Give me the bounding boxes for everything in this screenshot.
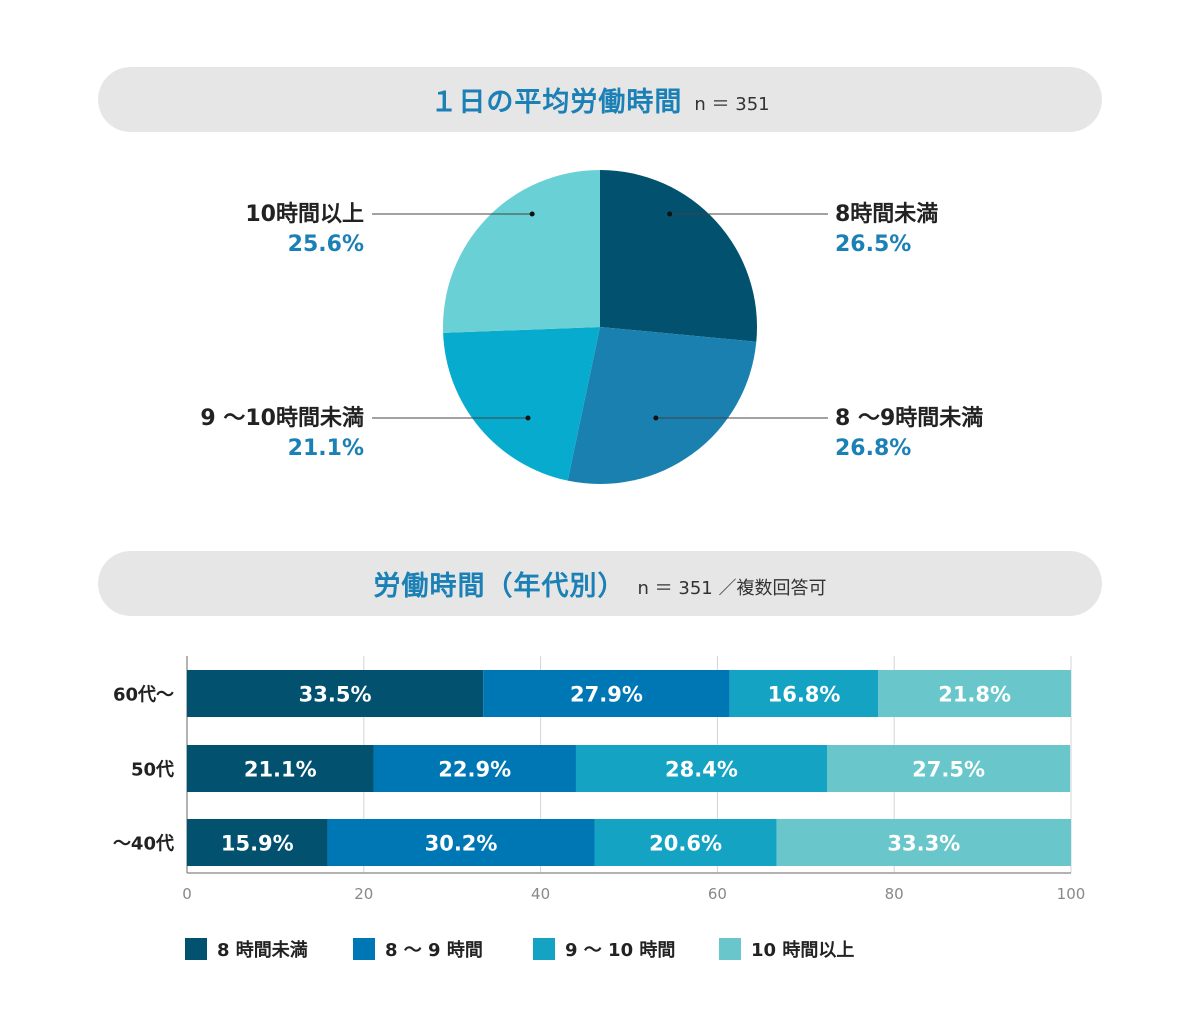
bar-legend: 8 時間未満 8 ～ 9 時間 9 ～ 10 時間 10 時間以上 <box>185 936 854 962</box>
pie-slice-9-10h <box>443 327 600 481</box>
pie-label-percent: 26.5% <box>835 232 912 257</box>
bar-chart-sample-size: n ＝ 351 ／複数回答可 <box>637 577 827 599</box>
x-tick-label: 80 <box>885 885 904 903</box>
category-label: ～40代 <box>113 834 174 855</box>
pie-label-8-9h: 8 ～9時間未満 26.8% <box>835 404 983 464</box>
bar-value-label: 30.2% <box>425 832 498 856</box>
pie-slice-under-8h <box>600 170 757 342</box>
pie-label-name: 10時間以上 <box>245 202 364 227</box>
legend-item-8-9h: 8 ～ 9 時間 <box>353 936 533 962</box>
pie-label-name: 8時間未満 <box>835 202 939 227</box>
bar-value-label: 20.6% <box>649 832 722 856</box>
pie-label-percent: 21.1% <box>287 436 364 461</box>
stacked-bar-chart: 0 20 40 60 80 100 60代～ 33.5% 27.9% 16.8% 21.8% 50代 2… <box>113 656 1086 903</box>
bar-title-bar: 労働時間（年代別） n ＝ 351 ／複数回答可 <box>98 551 1102 616</box>
legend-label: 8 ～ 9 時間 <box>385 940 483 961</box>
legend-label: 9 ～ 10 時間 <box>565 940 676 961</box>
pie-chart-sample-size: n ＝ 351 <box>694 93 770 115</box>
legend-item-under-8h: 8 時間未満 <box>185 936 353 962</box>
pie-label-percent: 26.8% <box>835 436 912 461</box>
legend-swatch <box>719 938 741 960</box>
pie-leader-dot <box>667 211 673 217</box>
bar-value-label: 16.8% <box>768 683 841 707</box>
bar-segment <box>729 670 879 717</box>
x-tick-label: 20 <box>354 885 373 903</box>
x-tick-label: 100 <box>1057 885 1086 903</box>
bar-chart-title: 労働時間（年代別） <box>373 571 626 602</box>
category-label: 60代～ <box>113 685 174 706</box>
legend-item-over-10h: 10 時間以上 <box>719 936 854 962</box>
bar-value-label: 21.8% <box>938 683 1011 707</box>
bar-value-label: 22.9% <box>438 758 511 782</box>
pie-label-name: 8 ～9時間未満 <box>835 406 984 431</box>
bar-segment <box>187 745 374 792</box>
pie-slice-over-10h <box>443 170 600 333</box>
bar-segment <box>187 819 328 866</box>
pie-label-name: 9 ～10時間未満 <box>200 406 364 431</box>
bar-segment <box>776 819 1071 866</box>
legend-swatch <box>533 938 555 960</box>
bar-segment <box>878 670 1071 717</box>
legend-label: 10 時間以上 <box>751 940 855 961</box>
pie-label-9-10h: 9 ～10時間未満 21.1% <box>200 404 364 464</box>
pie-chart <box>372 170 828 484</box>
bar-value-label: 27.5% <box>912 758 985 782</box>
bar-segment <box>575 745 828 792</box>
bar-segment <box>373 745 576 792</box>
pie-label-under-8h: 8時間未満 26.5% <box>835 200 938 260</box>
category-label: 50代 <box>131 760 174 781</box>
bar-value-label: 27.9% <box>570 683 643 707</box>
bar-value-label: 28.4% <box>665 758 738 782</box>
bar-segment <box>827 745 1071 792</box>
pie-slice-8-9h <box>567 327 757 484</box>
pie-leader-dot <box>525 415 531 421</box>
bar-value-label: 33.3% <box>887 832 960 856</box>
x-tick-label: 60 <box>708 885 727 903</box>
bar-segment <box>187 670 484 717</box>
pie-leader-dot <box>529 211 535 217</box>
pie-leader-dot <box>653 415 659 421</box>
pie-chart-title: １日の平均労働時間 <box>430 87 683 118</box>
legend-swatch <box>185 938 207 960</box>
pie-label-percent: 25.6% <box>287 232 364 257</box>
pie-title-bar: １日の平均労働時間 n ＝ 351 <box>98 67 1102 132</box>
bar-segment <box>594 819 777 866</box>
bar-value-label: 33.5% <box>299 683 372 707</box>
bar-value-label: 15.9% <box>221 832 294 856</box>
x-tick-label: 0 <box>182 885 192 903</box>
bar-segment <box>483 670 730 717</box>
bar-value-label: 21.1% <box>244 758 317 782</box>
legend-label: 8 時間未満 <box>217 940 308 961</box>
pie-label-over-10h: 10時間以上 25.6% <box>245 200 364 260</box>
legend-item-9-10h: 9 ～ 10 時間 <box>533 936 719 962</box>
legend-swatch <box>353 938 375 960</box>
x-tick-label: 40 <box>531 885 550 903</box>
bar-segment <box>327 819 595 866</box>
